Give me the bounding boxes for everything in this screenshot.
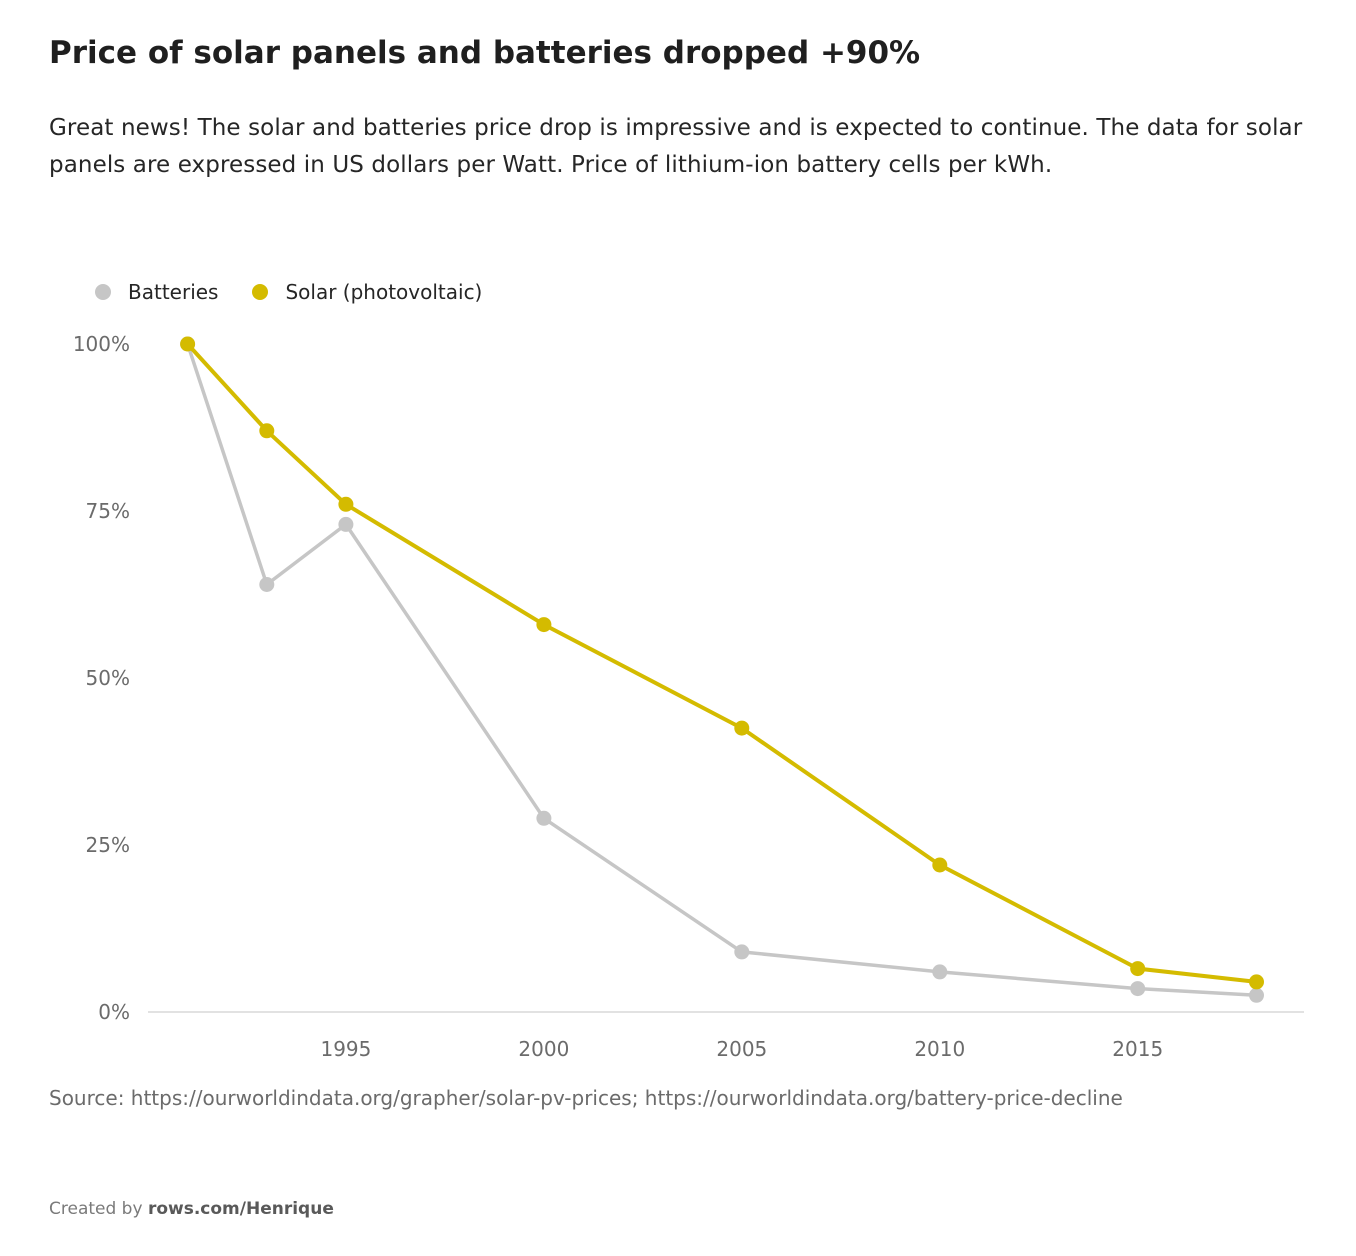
data-point-solar[interactable] [1249,974,1264,990]
legend-label-batteries: Batteries [128,280,219,304]
series-batteries [180,336,1264,1003]
data-point-batteries[interactable] [932,964,948,980]
source-note: Source: https://ourworldindata.org/graph… [49,1086,1123,1110]
legend-swatch-solar [252,284,269,300]
legend-item-batteries[interactable]: Batteries [95,280,218,304]
data-point-batteries[interactable] [338,516,354,532]
data-point-solar[interactable] [1130,961,1146,977]
credit-link[interactable]: rows.com/Henrique [147,1199,334,1219]
credit-line: Created by rows.com/Henrique [49,1197,334,1221]
data-point-batteries[interactable] [536,810,552,826]
chart-title: Price of solar panels and batteries drop… [49,35,921,71]
y-tick-label: 0% [98,1000,130,1024]
data-point-solar[interactable] [536,617,552,633]
y-tick-label: 50% [86,666,130,690]
credit-prefix: Created by [49,1199,143,1219]
x-tick-label: 2010 [914,1037,965,1061]
data-point-batteries[interactable] [734,944,750,960]
data-point-batteries[interactable] [1130,981,1146,997]
data-point-solar[interactable] [259,423,275,439]
x-tick-label: 2005 [716,1037,767,1061]
chart-subtitle: Great news! The solar and batteries pric… [49,115,1303,178]
legend-item-solar[interactable]: Solar (photovoltaic) [252,280,482,304]
y-axis-ticks: 0% 25% 50% 75% 100% [73,332,130,1024]
series-solar [180,336,1264,990]
data-point-solar[interactable] [734,720,750,736]
data-point-solar[interactable] [180,336,196,352]
data-point-solar[interactable] [338,496,354,512]
data-point-solar[interactable] [932,857,948,873]
data-point-batteries[interactable] [1249,987,1264,1003]
series-line-solar [185,342,1259,984]
y-tick-label: 25% [86,833,130,857]
x-tick-label: 2000 [518,1037,569,1061]
legend-label-solar: Solar (photovoltaic) [285,280,483,304]
legend: Batteries Solar (photovoltaic) [95,276,516,308]
legend-swatch-batteries [95,284,111,300]
x-axis-ticks: 1995 2000 2005 2010 2015 [320,1037,1163,1061]
data-point-batteries[interactable] [259,577,275,592]
x-tick-label: 1995 [320,1037,371,1061]
x-tick-label: 2015 [1112,1037,1163,1061]
series-line-batteries [185,342,1259,998]
y-tick-label: 100% [73,332,130,356]
y-tick-label: 75% [86,499,130,523]
series-layer [180,336,1264,1003]
